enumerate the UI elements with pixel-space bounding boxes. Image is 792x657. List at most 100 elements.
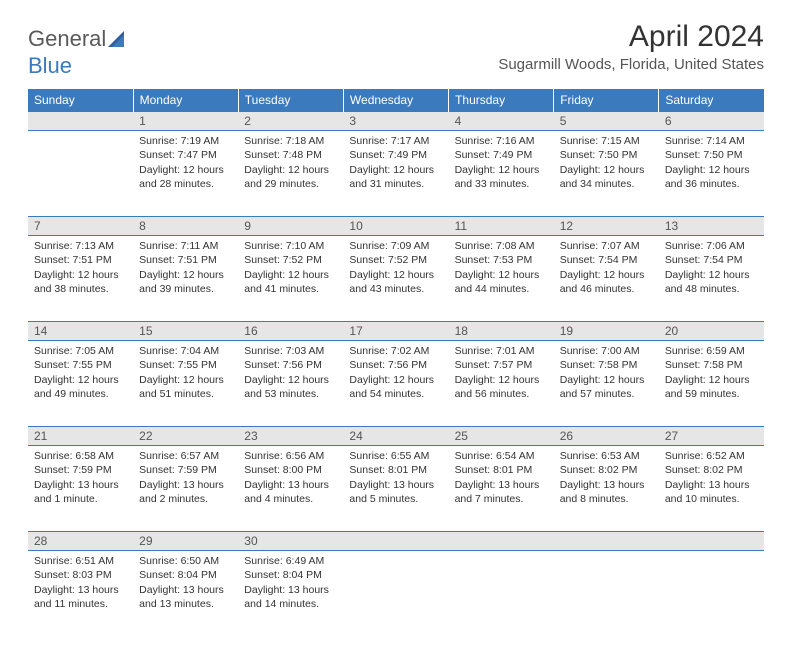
day-number: 23 xyxy=(238,427,343,446)
day-content: Sunrise: 6:59 AMSunset: 7:58 PMDaylight:… xyxy=(659,341,764,407)
day-number xyxy=(659,532,764,551)
day-line: Daylight: 12 hours and 41 minutes. xyxy=(244,268,337,296)
day-line: Daylight: 13 hours and 7 minutes. xyxy=(455,478,548,506)
day-content: Sunrise: 6:50 AMSunset: 8:04 PMDaylight:… xyxy=(133,551,238,617)
day-line: Daylight: 12 hours and 54 minutes. xyxy=(349,373,442,401)
day-line: Sunrise: 7:01 AM xyxy=(455,344,548,358)
day-line: Daylight: 13 hours and 11 minutes. xyxy=(34,583,127,611)
day-line: Sunrise: 7:10 AM xyxy=(244,239,337,253)
day-line: Sunset: 7:55 PM xyxy=(139,358,232,372)
day-content: Sunrise: 7:15 AMSunset: 7:50 PMDaylight:… xyxy=(554,131,659,197)
day-content: Sunrise: 7:03 AMSunset: 7:56 PMDaylight:… xyxy=(238,341,343,407)
day-line: Sunset: 8:03 PM xyxy=(34,568,127,582)
day-line: Sunrise: 7:00 AM xyxy=(560,344,653,358)
day-header: Monday xyxy=(133,89,238,112)
day-line: Sunset: 7:55 PM xyxy=(34,358,127,372)
day-cell: Sunrise: 6:58 AMSunset: 7:59 PMDaylight:… xyxy=(28,446,133,532)
day-line: Sunset: 7:51 PM xyxy=(34,253,127,267)
sail-icon xyxy=(108,27,128,53)
day-line: Sunset: 7:54 PM xyxy=(560,253,653,267)
day-line: Sunset: 7:59 PM xyxy=(34,463,127,477)
day-cell xyxy=(449,551,554,637)
day-line: Sunset: 7:49 PM xyxy=(455,148,548,162)
day-line: Sunrise: 6:54 AM xyxy=(455,449,548,463)
day-line: Daylight: 12 hours and 39 minutes. xyxy=(139,268,232,296)
day-line: Sunrise: 7:17 AM xyxy=(349,134,442,148)
day-content: Sunrise: 7:18 AMSunset: 7:48 PMDaylight:… xyxy=(238,131,343,197)
day-content xyxy=(28,131,133,140)
day-line: Daylight: 12 hours and 48 minutes. xyxy=(665,268,758,296)
day-cell: Sunrise: 6:54 AMSunset: 8:01 PMDaylight:… xyxy=(449,446,554,532)
day-line: Daylight: 12 hours and 49 minutes. xyxy=(34,373,127,401)
day-content: Sunrise: 7:06 AMSunset: 7:54 PMDaylight:… xyxy=(659,236,764,302)
day-content: Sunrise: 7:04 AMSunset: 7:55 PMDaylight:… xyxy=(133,341,238,407)
day-cell: Sunrise: 7:14 AMSunset: 7:50 PMDaylight:… xyxy=(659,131,764,217)
day-number: 26 xyxy=(554,427,659,446)
day-line: Sunrise: 7:15 AM xyxy=(560,134,653,148)
day-line: Sunrise: 7:18 AM xyxy=(244,134,337,148)
day-content xyxy=(659,551,764,560)
day-number: 29 xyxy=(133,532,238,551)
day-number: 10 xyxy=(343,217,448,236)
day-number: 6 xyxy=(659,112,764,131)
day-cell xyxy=(28,131,133,217)
day-number: 4 xyxy=(449,112,554,131)
day-line: Sunrise: 7:08 AM xyxy=(455,239,548,253)
brand-text: GeneralBlue xyxy=(28,26,128,79)
day-content: Sunrise: 7:19 AMSunset: 7:47 PMDaylight:… xyxy=(133,131,238,197)
day-line: Sunset: 8:02 PM xyxy=(665,463,758,477)
day-content: Sunrise: 6:58 AMSunset: 7:59 PMDaylight:… xyxy=(28,446,133,512)
day-line: Sunrise: 7:13 AM xyxy=(34,239,127,253)
day-number: 20 xyxy=(659,322,764,341)
day-line: Daylight: 12 hours and 28 minutes. xyxy=(139,163,232,191)
day-cell xyxy=(659,551,764,637)
day-number-row: 282930 xyxy=(28,532,764,551)
day-line: Sunrise: 6:55 AM xyxy=(349,449,442,463)
day-line: Daylight: 12 hours and 29 minutes. xyxy=(244,163,337,191)
day-cell: Sunrise: 6:59 AMSunset: 7:58 PMDaylight:… xyxy=(659,341,764,427)
day-number: 12 xyxy=(554,217,659,236)
calendar-table: SundayMondayTuesdayWednesdayThursdayFrid… xyxy=(28,89,764,637)
day-line: Sunrise: 6:51 AM xyxy=(34,554,127,568)
day-cell: Sunrise: 7:01 AMSunset: 7:57 PMDaylight:… xyxy=(449,341,554,427)
day-line: Sunset: 7:57 PM xyxy=(455,358,548,372)
day-header: Sunday xyxy=(28,89,133,112)
day-line: Daylight: 12 hours and 46 minutes. xyxy=(560,268,653,296)
day-number: 3 xyxy=(343,112,448,131)
day-line: Daylight: 13 hours and 10 minutes. xyxy=(665,478,758,506)
day-line: Daylight: 12 hours and 57 minutes. xyxy=(560,373,653,401)
day-cell: Sunrise: 7:05 AMSunset: 7:55 PMDaylight:… xyxy=(28,341,133,427)
day-number: 5 xyxy=(554,112,659,131)
day-cell: Sunrise: 6:51 AMSunset: 8:03 PMDaylight:… xyxy=(28,551,133,637)
day-line: Sunrise: 6:49 AM xyxy=(244,554,337,568)
day-line: Sunrise: 7:06 AM xyxy=(665,239,758,253)
day-line: Daylight: 12 hours and 36 minutes. xyxy=(665,163,758,191)
day-content xyxy=(554,551,659,560)
day-line: Sunset: 7:59 PM xyxy=(139,463,232,477)
day-line: Daylight: 13 hours and 5 minutes. xyxy=(349,478,442,506)
day-cell: Sunrise: 7:00 AMSunset: 7:58 PMDaylight:… xyxy=(554,341,659,427)
day-number: 21 xyxy=(28,427,133,446)
week-row: Sunrise: 6:51 AMSunset: 8:03 PMDaylight:… xyxy=(28,551,764,637)
day-line: Sunset: 8:04 PM xyxy=(244,568,337,582)
week-row: Sunrise: 6:58 AMSunset: 7:59 PMDaylight:… xyxy=(28,446,764,532)
day-number xyxy=(28,112,133,131)
page-title: April 2024 xyxy=(498,20,764,54)
day-line: Sunset: 8:01 PM xyxy=(455,463,548,477)
day-line: Daylight: 13 hours and 1 minute. xyxy=(34,478,127,506)
day-line: Sunset: 7:47 PM xyxy=(139,148,232,162)
day-content: Sunrise: 7:10 AMSunset: 7:52 PMDaylight:… xyxy=(238,236,343,302)
day-line: Sunset: 7:51 PM xyxy=(139,253,232,267)
day-number xyxy=(449,532,554,551)
day-cell: Sunrise: 6:53 AMSunset: 8:02 PMDaylight:… xyxy=(554,446,659,532)
day-line: Sunrise: 7:16 AM xyxy=(455,134,548,148)
day-cell: Sunrise: 6:56 AMSunset: 8:00 PMDaylight:… xyxy=(238,446,343,532)
day-content: Sunrise: 7:00 AMSunset: 7:58 PMDaylight:… xyxy=(554,341,659,407)
day-content: Sunrise: 7:13 AMSunset: 7:51 PMDaylight:… xyxy=(28,236,133,302)
day-content: Sunrise: 6:54 AMSunset: 8:01 PMDaylight:… xyxy=(449,446,554,512)
day-cell: Sunrise: 7:16 AMSunset: 7:49 PMDaylight:… xyxy=(449,131,554,217)
day-number: 28 xyxy=(28,532,133,551)
day-line: Daylight: 13 hours and 14 minutes. xyxy=(244,583,337,611)
day-line: Daylight: 12 hours and 56 minutes. xyxy=(455,373,548,401)
week-row: Sunrise: 7:05 AMSunset: 7:55 PMDaylight:… xyxy=(28,341,764,427)
